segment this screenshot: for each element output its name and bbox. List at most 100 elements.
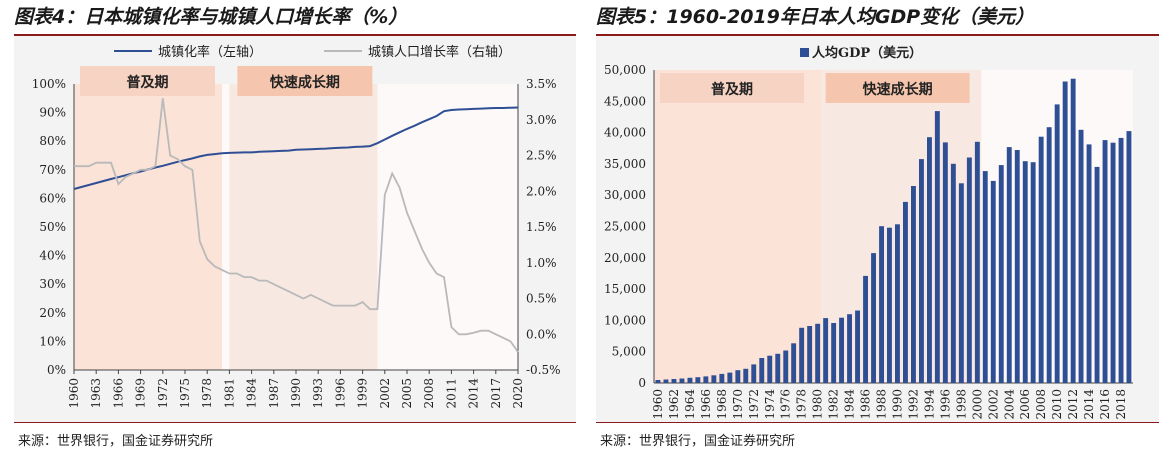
fig4-band-1 [74, 84, 222, 370]
fig5-bar [1022, 161, 1028, 383]
fig4-right-tick-label: 0.0% [526, 327, 557, 341]
fig5-bar [1118, 137, 1124, 383]
fig5-y-tick-label: 25,000 [604, 220, 646, 234]
fig5-x-tick-label: 1988 [875, 389, 889, 420]
fig4-x-tick-label: 2011 [444, 378, 458, 409]
fig5-x-tick-label: 2008 [1034, 389, 1048, 420]
fig4-left-tick-label: 10% [39, 334, 66, 348]
fig4-band-label-bg-1 [80, 66, 215, 96]
fig4-x-tick-label: 1987 [267, 378, 281, 409]
fig5-x-tick-label: 2014 [1082, 389, 1096, 420]
fig5-x-tick-label: 1968 [715, 389, 729, 420]
figure-4-title: 图表4：日本城镇化率与城镇人口增长率（%） [14, 6, 408, 28]
fig5-bar [887, 227, 892, 383]
fig4-x-tick-label: 1975 [178, 378, 192, 409]
fig5-bar [903, 201, 908, 383]
fig4-right-tick-label: 2.5% [526, 149, 557, 163]
fig4-x-tick-label: 2014 [467, 378, 481, 409]
fig5-band-label-bg-1 [660, 73, 804, 103]
fig5-x-tick-label: 2018 [1114, 389, 1128, 420]
fig5-bar [807, 326, 813, 383]
fig4-legend-label-2: 城镇人口增长率（右轴） [368, 44, 511, 60]
fig5-y-tick-label: 5,000 [612, 345, 646, 359]
fig5-bar [695, 377, 701, 383]
fig5-bar [791, 343, 797, 383]
fig5-bar [751, 364, 757, 383]
figure-5-title: 图表5：1960-2019年日本人均GDP变化（美元） [596, 6, 1035, 28]
fig5-bar [831, 323, 837, 383]
fig4-left-tick-label: 50% [39, 220, 66, 234]
fig4-x-tick-label: 1960 [67, 378, 81, 409]
fig5-bar [679, 378, 685, 383]
fig4-x-tick-label: 1999 [356, 378, 370, 409]
fig5-x-tick-label: 1998 [954, 389, 968, 420]
fig5-bar [799, 327, 805, 383]
fig5-bar [990, 180, 996, 383]
fig4-left-tick-label: 30% [39, 277, 66, 291]
fig5-bar [759, 358, 765, 383]
fig5-bar [855, 310, 860, 383]
fig4-x-tick-label: 1984 [245, 378, 259, 409]
fig5-x-tick-label: 1992 [906, 389, 920, 420]
fig4-band-2 [229, 84, 378, 370]
fig5-legend-label: 人均GDP（美元） [812, 45, 922, 61]
fig4-x-tick-label: 1993 [311, 378, 325, 409]
figure-5-panel: 图表5：1960-2019年日本人均GDP变化（美元） 普及期 快速成长期 0 5,0… [596, 0, 1159, 464]
fig5-bar [1006, 147, 1012, 383]
fig5-band-2 [821, 70, 982, 383]
fig4-left-tick-label: 80% [39, 134, 66, 148]
fig5-bar [958, 183, 964, 383]
fig5-bar [927, 137, 932, 383]
fig4-x-tick-label: 1990 [289, 378, 303, 409]
fig5-bar [966, 157, 972, 383]
fig5-bar [950, 163, 956, 383]
fig4-x-tick-label: 2005 [400, 378, 414, 409]
fig5-x-tick-label: 2006 [1018, 389, 1032, 420]
fig4-series-line-2 [74, 98, 519, 353]
fig5-y-tick-label: 0 [638, 376, 646, 390]
fig4-right-tick-label: 1.0% [526, 256, 557, 270]
fig4-x-tick-label: 1963 [89, 378, 103, 409]
figure-5-chart: 普及期 快速成长期 0 5,000 10,000 15,000 20,000 25,000 30… [604, 45, 1133, 420]
fig4-right-tick-label: 1.5% [526, 220, 557, 234]
fig5-bar [934, 111, 940, 383]
fig5-x-tick-label: 1990 [890, 389, 904, 420]
fig4-band-label-bg-2 [237, 66, 373, 96]
figure-4-panel: 图表4：日本城镇化率与城镇人口增长率（%） 普及期 快速成长期 0% 10% 20% 30… [14, 0, 576, 464]
fig5-bar [1054, 104, 1060, 384]
fig5-bar [703, 376, 709, 383]
fig4-left-tick-label: 0% [47, 363, 66, 377]
fig5-x-tick-label: 2004 [1002, 389, 1016, 420]
fig4-right-tick-label: 0.5% [526, 292, 557, 306]
fig5-bar [783, 350, 789, 383]
fig5-band-label-bg-2 [825, 73, 970, 103]
fig5-bar [815, 323, 821, 383]
fig5-y-tick-label: 10,000 [604, 313, 646, 327]
fig4-x-tick-label: 2017 [489, 378, 503, 409]
fig5-y-tick-label: 50,000 [604, 63, 646, 77]
fig5-bar [919, 159, 924, 383]
fig5-bar [1014, 150, 1020, 383]
fig5-bar [895, 224, 900, 383]
fig4-right-tick-label: 2.0% [526, 184, 557, 198]
fig5-band-label-1: 普及期 [711, 81, 753, 98]
fig4-x-tick-label: 2002 [378, 378, 392, 409]
fig5-bar [1062, 81, 1068, 383]
fig5-x-tick-label: 1978 [795, 389, 809, 420]
fig5-bar [871, 253, 876, 383]
fig4-left-tick-label: 90% [39, 106, 66, 120]
fig5-bar [1038, 136, 1044, 383]
fig4-x-tick-label: 1969 [134, 378, 148, 409]
fig5-bar [775, 353, 781, 383]
fig5-x-tick-label: 2002 [986, 389, 1000, 420]
fig5-x-tick-label: 1970 [731, 389, 745, 420]
fig5-y-tick-label: 15,000 [604, 282, 646, 296]
fig5-bar [942, 142, 948, 383]
figure-4-chart: 普及期 快速成长期 0% 10% 20% 30% 40% 50% 60% 70% 80% 90% 100… [32, 44, 561, 409]
fig5-x-tick-label: 2010 [1050, 389, 1064, 420]
fig5-x-tick-label: 1960 [651, 389, 665, 420]
fig4-x-tick-label: 2020 [511, 378, 525, 409]
fig5-bar [839, 317, 844, 383]
fig5-x-tick-label: 1994 [922, 389, 936, 420]
fig5-bar [823, 318, 829, 383]
